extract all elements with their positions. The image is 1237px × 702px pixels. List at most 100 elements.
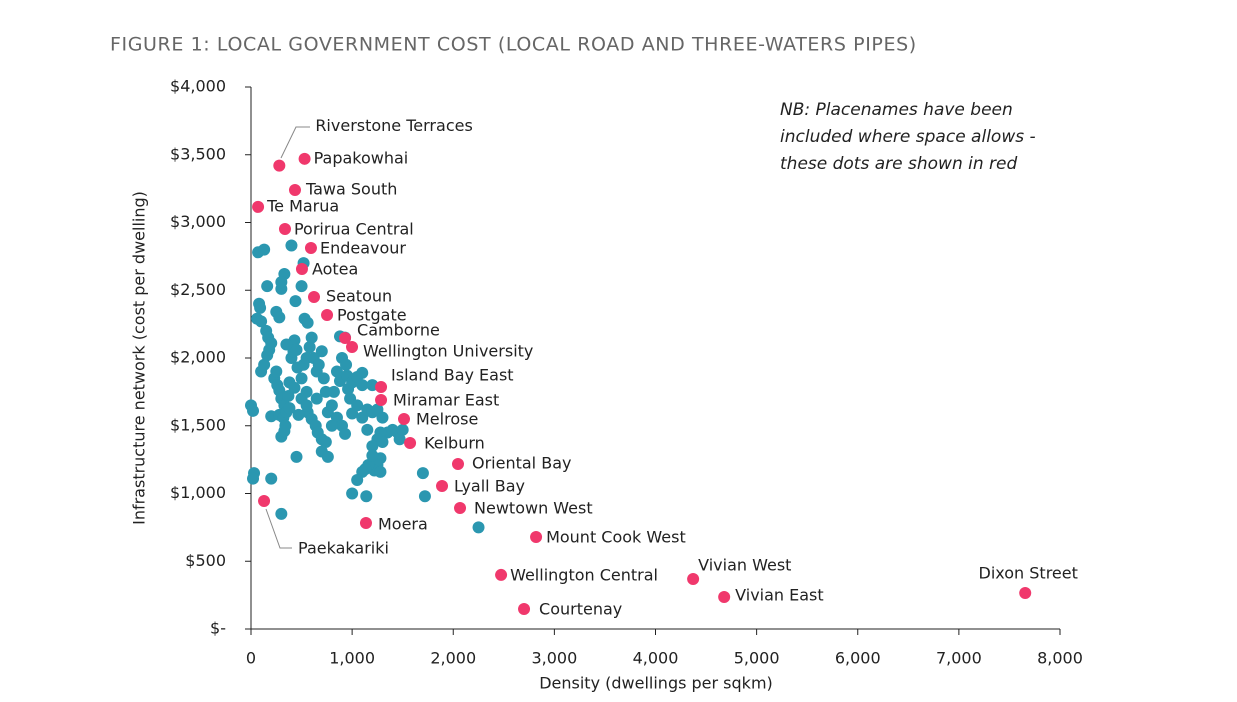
x-tick-label: 1,000 bbox=[329, 649, 375, 668]
data-point bbox=[261, 280, 274, 293]
data-point bbox=[1019, 586, 1032, 599]
data-point bbox=[687, 573, 700, 586]
x-axis-title: Density (dwellings per sqkm) bbox=[539, 674, 773, 693]
data-point bbox=[295, 372, 308, 385]
data-point bbox=[305, 331, 318, 344]
data-point bbox=[288, 183, 301, 196]
data-point bbox=[346, 487, 359, 500]
data-point bbox=[351, 473, 364, 486]
point-label: Vivian West bbox=[698, 556, 791, 575]
point-label: Paekakariki bbox=[298, 538, 389, 557]
point-label: Endeavour bbox=[320, 238, 406, 257]
y-tick-label: $3,000 bbox=[170, 212, 226, 231]
data-point bbox=[273, 311, 286, 324]
data-point bbox=[290, 450, 303, 463]
data-point bbox=[290, 343, 303, 356]
point-label: Island Bay East bbox=[391, 365, 514, 384]
data-point bbox=[452, 457, 465, 470]
data-point bbox=[376, 411, 389, 424]
data-point bbox=[472, 521, 485, 534]
data-point bbox=[396, 423, 409, 436]
point-label: Te Marua bbox=[266, 196, 339, 215]
y-tick-label: $500 bbox=[185, 551, 226, 570]
data-point bbox=[315, 345, 328, 358]
data-point bbox=[718, 591, 731, 604]
y-tick-label: $- bbox=[210, 619, 226, 638]
x-tick-label: 5,000 bbox=[734, 649, 780, 668]
data-point bbox=[300, 385, 313, 398]
data-point bbox=[304, 241, 317, 254]
data-point bbox=[278, 223, 291, 236]
annotation: NB: Placenames have been bbox=[780, 100, 1013, 120]
data-point bbox=[454, 501, 467, 514]
point-label: Dixon Street bbox=[979, 563, 1078, 582]
data-point bbox=[275, 276, 288, 289]
point-label: Oriental Bay bbox=[472, 453, 571, 472]
data-point bbox=[258, 358, 271, 371]
x-tick-label: 4,000 bbox=[633, 649, 679, 668]
data-point bbox=[308, 291, 321, 304]
data-point bbox=[288, 381, 301, 394]
data-point bbox=[265, 472, 278, 485]
data-point bbox=[346, 341, 359, 354]
data-point bbox=[258, 494, 271, 507]
data-point bbox=[303, 341, 316, 354]
data-point bbox=[340, 358, 353, 371]
data-point bbox=[310, 392, 323, 405]
data-point bbox=[356, 366, 369, 379]
data-point bbox=[356, 379, 369, 392]
data-point bbox=[376, 436, 389, 449]
annotation: included where space allows - bbox=[780, 127, 1036, 147]
data-point bbox=[361, 423, 374, 436]
annotation: these dots are shown in red bbox=[780, 154, 1017, 174]
data-point bbox=[247, 404, 260, 417]
data-point bbox=[359, 517, 372, 530]
data-point bbox=[375, 380, 388, 393]
point-label: Seatoun bbox=[326, 287, 392, 306]
leader-line bbox=[280, 126, 310, 159]
y-tick-label: $2,500 bbox=[170, 280, 226, 299]
y-tick-label: $1,000 bbox=[170, 483, 226, 502]
x-tick-label: 7,000 bbox=[936, 649, 982, 668]
y-tick-label: $4,000 bbox=[170, 77, 226, 96]
data-point bbox=[321, 309, 334, 322]
data-point bbox=[351, 399, 364, 412]
data-point bbox=[254, 301, 267, 314]
data-point bbox=[278, 425, 291, 438]
point-label: Courtenay bbox=[539, 599, 622, 618]
data-point bbox=[285, 239, 298, 252]
y-tick-label: $2,000 bbox=[170, 348, 226, 367]
data-point bbox=[418, 490, 431, 503]
data-point bbox=[398, 412, 411, 425]
data-point bbox=[275, 507, 288, 520]
point-label: Lyall Bay bbox=[454, 477, 525, 496]
x-tick-label: 6,000 bbox=[835, 649, 881, 668]
data-point bbox=[289, 295, 302, 308]
data-point bbox=[360, 490, 373, 503]
point-label: Newtown West bbox=[474, 498, 593, 517]
data-point bbox=[312, 358, 325, 371]
point-label: Vivian East bbox=[735, 586, 824, 605]
data-point bbox=[339, 331, 352, 344]
x-tick-label: 2,000 bbox=[430, 649, 476, 668]
point-label: Melrose bbox=[416, 409, 478, 428]
point-label: Postgate bbox=[337, 306, 407, 325]
data-point bbox=[273, 159, 286, 172]
point-label: Kelburn bbox=[424, 433, 485, 452]
data-point bbox=[319, 385, 332, 398]
point-label: Camborne bbox=[357, 320, 440, 339]
data-point bbox=[416, 467, 429, 480]
data-point bbox=[317, 372, 330, 385]
x-tick-label: 0 bbox=[246, 649, 256, 668]
point-label: Miramar East bbox=[393, 391, 499, 410]
y-axis-title: Infrastructure network (cost per dwellin… bbox=[130, 191, 149, 525]
data-point bbox=[404, 436, 417, 449]
data-point bbox=[252, 200, 265, 213]
data-point bbox=[270, 365, 283, 378]
data-point bbox=[321, 450, 334, 463]
point-label: Aotea bbox=[312, 259, 358, 278]
data-point bbox=[495, 568, 508, 581]
point-label: Tawa South bbox=[305, 179, 397, 198]
data-point bbox=[375, 394, 388, 407]
data-point bbox=[330, 365, 343, 378]
